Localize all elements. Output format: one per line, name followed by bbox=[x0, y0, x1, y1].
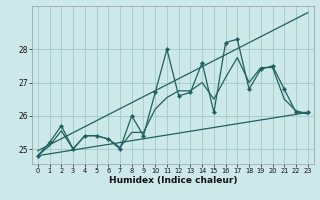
X-axis label: Humidex (Indice chaleur): Humidex (Indice chaleur) bbox=[108, 176, 237, 185]
